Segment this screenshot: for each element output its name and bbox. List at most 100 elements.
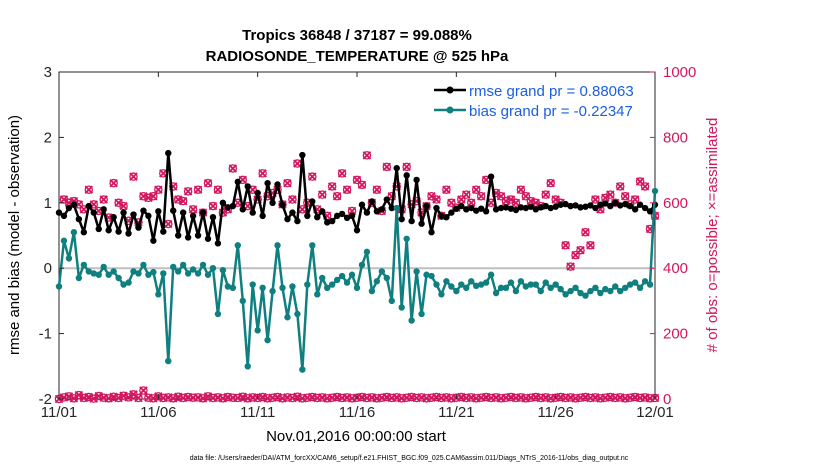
obs-assimilated-marker — [342, 185, 352, 194]
obs-assimilated-marker — [283, 178, 292, 188]
rmse-point — [552, 203, 559, 210]
rmse-point — [150, 237, 157, 244]
obs-possible-marker — [576, 245, 585, 255]
obs-possible-marker — [462, 190, 471, 199]
rmse-point — [314, 213, 321, 221]
rmse-point — [557, 201, 564, 208]
obs-possible-marker — [615, 182, 625, 191]
obs-possible-marker — [476, 192, 486, 201]
bias-point — [209, 265, 217, 272]
obs-possible-marker — [521, 192, 531, 201]
rmse-point — [393, 164, 400, 172]
bias-point — [343, 279, 351, 286]
obs-assimilated-marker — [501, 196, 511, 206]
obs-assimilated-marker — [586, 241, 595, 250]
rmse-point — [641, 204, 649, 212]
bias-point — [562, 291, 569, 298]
chart-subtitle: RADIOSONDE_TEMPERATURE @ 525 hPa — [206, 48, 509, 65]
obs-assimilated-marker — [402, 162, 411, 172]
rmse-point — [602, 200, 609, 207]
rmse-point — [617, 202, 624, 209]
bias-point — [492, 289, 500, 297]
obs-assimilated-marker — [506, 195, 516, 204]
obs-assimilated-marker — [183, 187, 193, 196]
legend-bias-marker — [446, 106, 454, 114]
obs-assimilated-marker — [601, 193, 610, 203]
obs-possible-marker — [134, 393, 143, 403]
bias-point — [507, 279, 515, 286]
rmse-point — [333, 212, 341, 220]
rmse-point — [423, 202, 430, 210]
obs-possible-marker — [357, 180, 367, 190]
obs-assimilated-marker — [134, 393, 143, 403]
obs-possible-marker — [586, 241, 595, 250]
rmse-point — [259, 212, 266, 220]
x-tick-label: 11/06 — [140, 404, 176, 421]
bias-point — [388, 297, 395, 305]
obs-possible-marker — [213, 185, 223, 194]
bias-point — [607, 287, 614, 295]
rmse-point — [418, 220, 425, 227]
obs-assimilated-marker — [615, 182, 625, 191]
obs-possible-marker — [581, 227, 590, 237]
obs-possible-marker — [352, 175, 362, 185]
obs-possible-marker — [606, 190, 615, 199]
bias-point — [477, 281, 485, 288]
bias-point — [179, 261, 187, 269]
obs-assimilated-marker — [149, 192, 158, 201]
obs-assimilated-marker — [466, 198, 476, 208]
rmse-point — [234, 178, 241, 186]
obs-assimilated-marker — [591, 195, 600, 204]
axis-ticks: -2 -1 0 1 2 3 0 200 400 600 800 1000 11/01 11/06 11/11… — [39, 64, 697, 421]
bias-point — [582, 292, 589, 299]
obs-assimilated-marker — [129, 390, 138, 399]
obs-assimilated-marker — [129, 172, 138, 181]
obs-possible-marker — [139, 386, 148, 395]
obs-assimilated-marker — [288, 195, 297, 204]
rmse-point — [383, 196, 390, 203]
obs-assimilated-marker — [59, 195, 69, 204]
rmse-point — [373, 208, 381, 215]
obs-possible-marker — [402, 162, 411, 172]
obs-assimilated-marker — [317, 190, 327, 199]
rmse-point — [55, 209, 63, 216]
bias-point — [482, 279, 490, 286]
bias-point — [55, 283, 63, 290]
bias-point — [333, 276, 341, 284]
bias-point — [602, 285, 609, 293]
bias-point — [219, 266, 227, 274]
bias-point — [304, 281, 311, 288]
bias-point — [517, 278, 525, 285]
bias-point — [398, 304, 405, 311]
obs-possible-marker — [332, 192, 342, 201]
plot-area — [58, 71, 656, 400]
bias-point — [408, 317, 415, 324]
obs-possible-marker — [591, 195, 600, 204]
rmse-point — [368, 198, 376, 205]
rmse-point — [562, 200, 569, 208]
bias-point — [100, 263, 107, 271]
rmse-point — [492, 206, 500, 213]
bias-point — [269, 287, 276, 295]
rmse-point — [512, 206, 520, 214]
bias-point — [140, 261, 147, 269]
rmse-point — [155, 208, 162, 215]
obs-assimilated-marker — [154, 185, 163, 194]
rmse-point — [110, 213, 117, 221]
chart-title: Tropics 36848 / 37187 = 99.088% — [242, 27, 472, 44]
bias-point — [115, 274, 122, 282]
rmse-point — [194, 232, 202, 239]
rmse-point — [592, 204, 599, 212]
bias-point — [294, 310, 301, 318]
rmse-point — [502, 204, 510, 211]
rmse-point — [75, 215, 83, 223]
bias-point — [468, 278, 475, 285]
obs-assimilated-marker — [332, 192, 342, 201]
obs-assimilated-marker — [293, 392, 302, 401]
rmse-point — [458, 202, 465, 210]
rmse-point — [284, 215, 291, 223]
rmse-point — [239, 206, 246, 213]
bias-point — [348, 271, 356, 278]
obs-assimilated-marker — [114, 198, 123, 208]
